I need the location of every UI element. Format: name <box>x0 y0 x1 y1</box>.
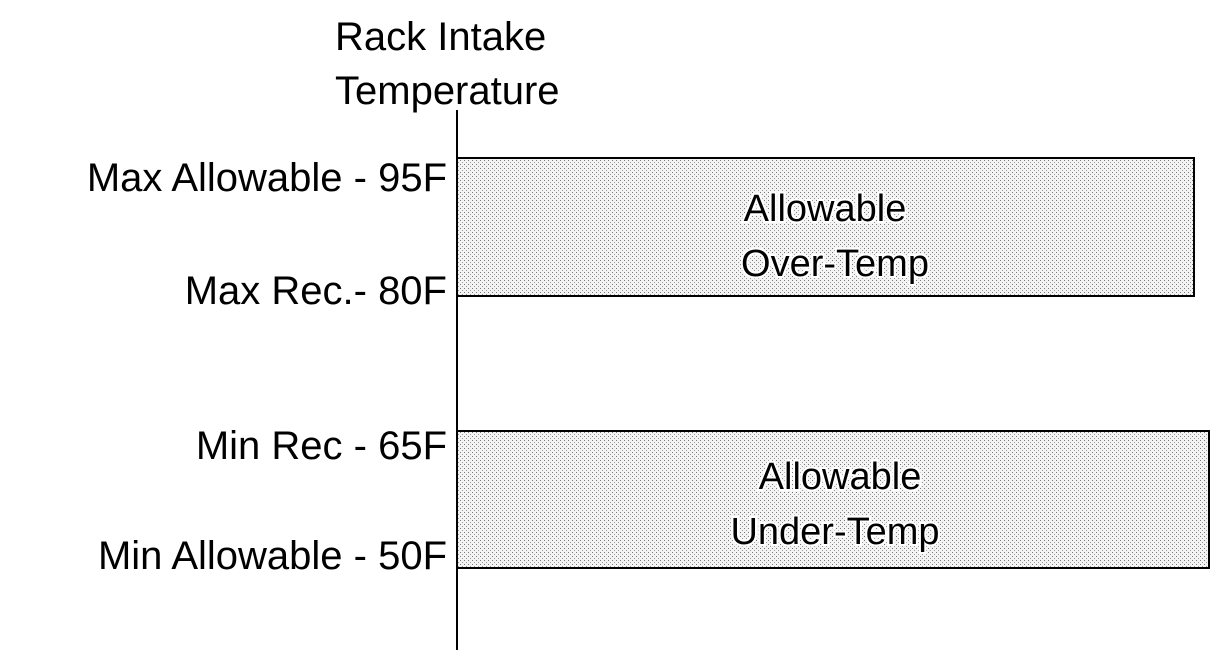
zone-label: Allowable <box>759 456 922 498</box>
level-label: Min Allowable - 50F <box>98 534 447 578</box>
zone-label: Under-Temp <box>730 511 939 553</box>
zone-label: Over-Temp <box>741 243 929 285</box>
level-label: Max Rec.- 80F <box>185 269 447 313</box>
axis-title: Rack Intake <box>335 15 546 59</box>
zone-label: Allowable <box>744 188 907 230</box>
level-label: Max Allowable - 95F <box>87 156 447 200</box>
over-temp-zone <box>456 157 1195 297</box>
axis-title: Temperature <box>335 69 560 113</box>
level-label: Min Rec - 65F <box>196 424 447 468</box>
under-temp-zone <box>456 430 1210 569</box>
